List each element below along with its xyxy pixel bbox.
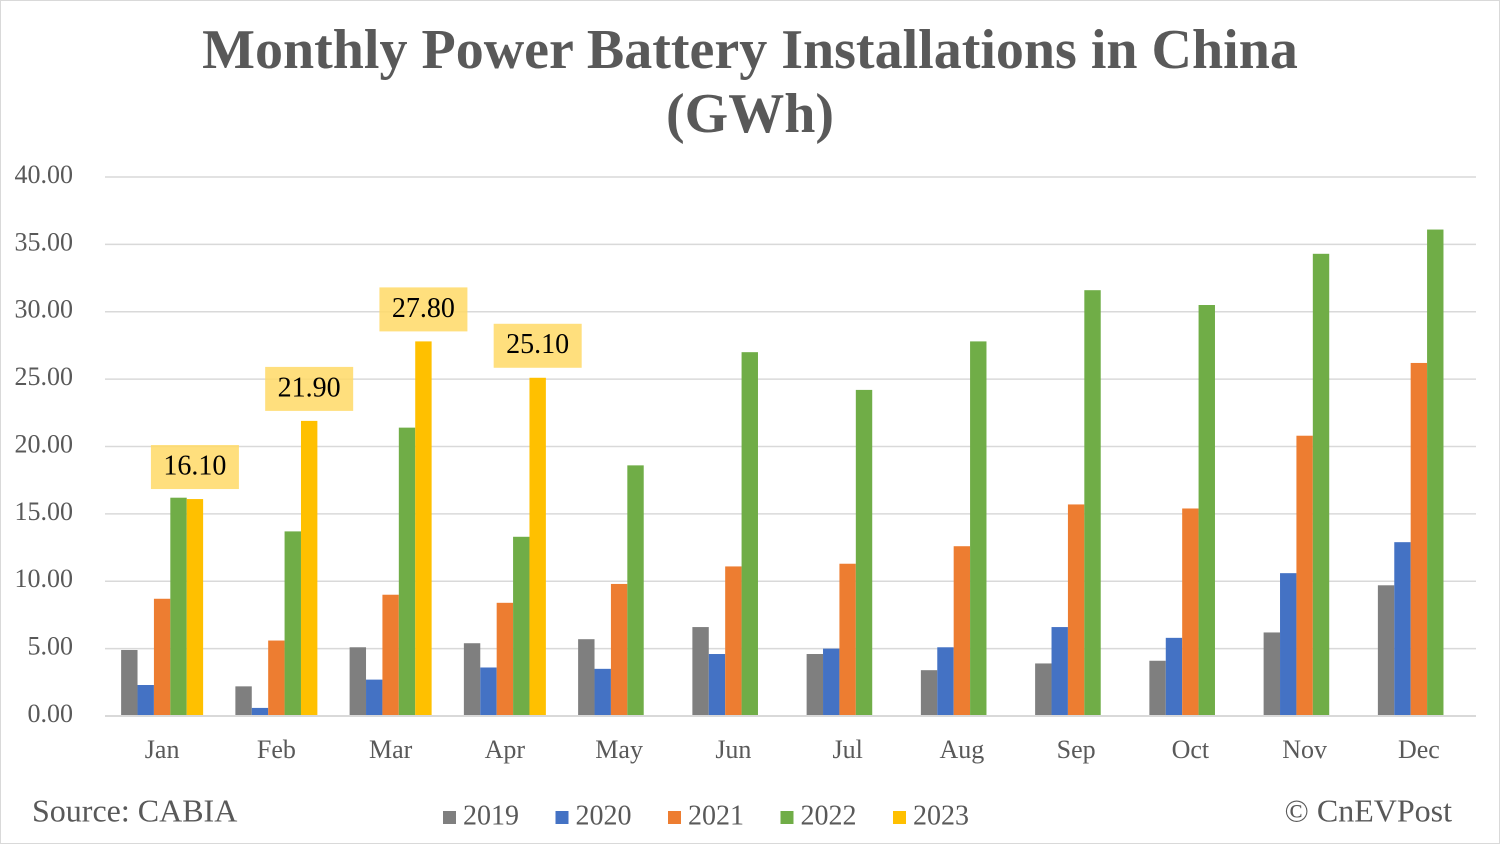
credit: © CnEVPost [1285,792,1453,828]
source: Source: CABIA [32,792,237,828]
bar [153,598,171,716]
bar [496,602,514,716]
bar [725,566,742,716]
x-tick-label: Oct [1172,735,1210,764]
bar [398,427,416,716]
bar [1182,508,1199,716]
y-tick-label: 0.00 [28,699,74,728]
bar [1394,542,1411,716]
bar [235,686,252,716]
bar [1377,585,1395,716]
bar [1312,253,1330,716]
bar [1280,573,1297,716]
bar [463,643,481,716]
legend-label: 2021 [688,800,744,831]
bar [251,707,269,716]
y-tick-label: 30.00 [15,295,74,324]
bar [741,352,758,716]
bar [137,685,154,716]
x-tick-label: Nov [1282,735,1327,764]
bar [823,648,840,716]
bar [366,679,383,716]
legend-label: 2022 [801,800,857,831]
value-label: 27.80 [392,293,455,324]
x-tick-label: Feb [257,735,296,764]
bar [937,647,954,716]
legend-swatch [668,811,681,824]
bar [415,341,432,716]
x-tick-label: Jun [715,735,751,764]
bar [1051,627,1068,716]
bar [1296,435,1313,716]
bar [480,667,497,716]
bar [806,654,824,716]
value-label: 25.10 [506,329,569,360]
x-tick-label: May [595,735,643,764]
x-tick-label: Dec [1398,735,1440,764]
bar [1410,362,1428,716]
bar [855,389,873,716]
bar [692,627,709,716]
bar [1263,632,1281,716]
bar [382,594,399,716]
legend-swatch [555,811,569,824]
bar [513,536,530,716]
value-label: 16.10 [163,450,226,481]
x-tick-label: Jan [145,735,180,764]
bar [268,640,285,716]
bar [529,377,546,716]
bar [186,499,204,716]
bar [708,654,726,716]
bar [1035,663,1052,716]
value-label-box [493,323,582,368]
bar [1149,660,1166,716]
legend-label: 2023 [913,800,969,831]
value-label-box [265,366,354,411]
legend-label: 2019 [463,800,519,831]
y-tick-label: 20.00 [15,429,74,458]
value-label-box [150,445,239,490]
y-tick-label: 15.00 [15,497,74,526]
x-tick-label: Mar [369,735,413,764]
bar [610,583,628,716]
chart-title: Monthly Power Battery Installations in C… [202,19,1298,145]
value-label: 21.90 [278,372,341,403]
legend-swatch [893,811,906,824]
x-tick-label: Aug [939,735,984,764]
legend-swatch [780,811,794,824]
x-tick-label: Sep [1057,735,1096,764]
bar [627,465,644,716]
bar [121,649,138,716]
bar [970,341,987,716]
legend-label: 2020 [576,800,632,831]
bar [1067,504,1085,716]
bar [1084,290,1101,716]
y-tick-label: 10.00 [15,564,74,593]
legend-swatch [443,811,456,824]
bar [953,546,971,716]
value-label-box [379,287,468,332]
y-tick-label: 5.00 [28,632,74,661]
y-tick-label: 25.00 [15,362,74,391]
bar [1427,229,1444,717]
x-tick-label: Apr [485,735,526,764]
bar [1198,305,1215,716]
bar [594,668,611,716]
bar [284,531,301,716]
bar [170,497,187,716]
bar [300,420,318,716]
y-tick-label: 40.00 [15,160,74,189]
bar [578,639,595,716]
bar [839,563,856,716]
x-tick-label: Jul [832,735,862,764]
bar [920,670,938,716]
bar [349,647,367,716]
bar [1165,637,1183,716]
y-tick-label: 35.00 [15,227,74,256]
